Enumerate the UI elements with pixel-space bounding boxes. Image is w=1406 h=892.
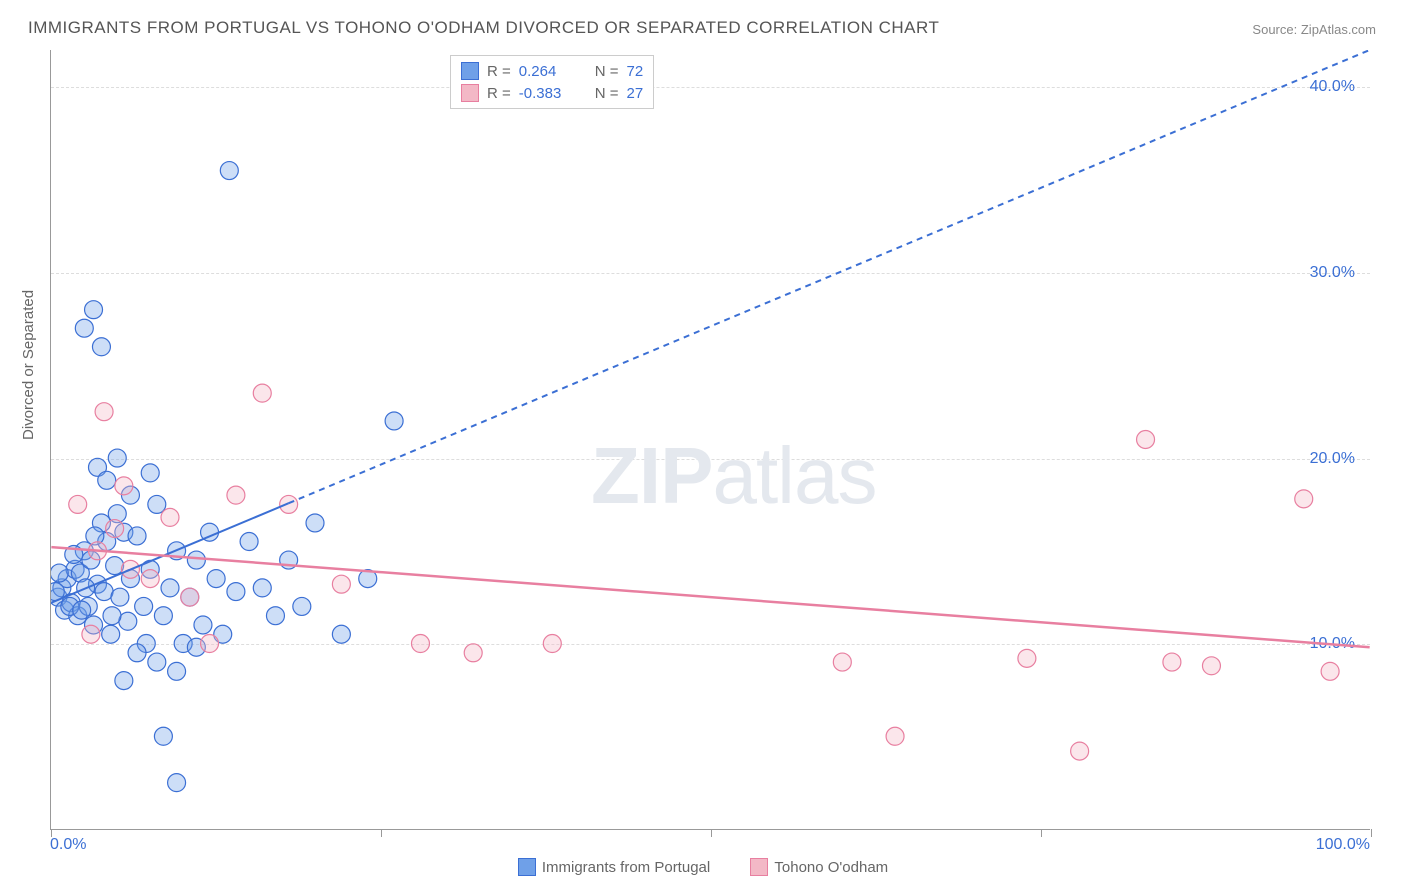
data-point bbox=[106, 520, 124, 538]
data-point bbox=[1018, 649, 1036, 667]
data-point bbox=[464, 644, 482, 662]
data-point bbox=[207, 570, 225, 588]
data-point bbox=[201, 635, 219, 653]
data-point bbox=[103, 607, 121, 625]
data-point bbox=[115, 672, 133, 690]
data-point bbox=[102, 625, 120, 643]
source-attribution: Source: ZipAtlas.com bbox=[1252, 22, 1376, 37]
data-point bbox=[1295, 490, 1313, 508]
data-point bbox=[187, 551, 205, 569]
source-label: Source: bbox=[1252, 22, 1297, 37]
data-point bbox=[95, 403, 113, 421]
chart-title: IMMIGRANTS FROM PORTUGAL VS TOHONO O'ODH… bbox=[28, 18, 939, 38]
data-point bbox=[886, 727, 904, 745]
x-tick bbox=[711, 829, 712, 837]
data-point bbox=[266, 607, 284, 625]
data-point bbox=[82, 625, 100, 643]
source-link[interactable]: ZipAtlas.com bbox=[1301, 22, 1376, 37]
legend-item-series-2: Tohono O'odham bbox=[750, 858, 888, 876]
data-point bbox=[220, 162, 238, 180]
data-point bbox=[51, 564, 68, 582]
data-point bbox=[280, 495, 298, 513]
data-point bbox=[73, 601, 91, 619]
data-point bbox=[833, 653, 851, 671]
data-point bbox=[168, 662, 186, 680]
data-point bbox=[141, 464, 159, 482]
trend-line-dashed bbox=[289, 50, 1370, 503]
x-tick-min: 0.0% bbox=[50, 836, 86, 854]
data-point bbox=[106, 557, 124, 575]
y-axis-title: Divorced or Separated bbox=[20, 290, 37, 440]
data-point bbox=[332, 575, 350, 593]
data-point bbox=[92, 338, 110, 356]
data-point bbox=[253, 384, 271, 402]
legend-item-series-1: Immigrants from Portugal bbox=[518, 858, 710, 876]
data-point bbox=[148, 495, 166, 513]
series-2-name: Tohono O'odham bbox=[774, 859, 888, 876]
data-point bbox=[181, 588, 199, 606]
data-point bbox=[332, 625, 350, 643]
data-point bbox=[168, 774, 186, 792]
trend-line-solid bbox=[51, 547, 1369, 647]
x-tick bbox=[1041, 829, 1042, 837]
data-point bbox=[194, 616, 212, 634]
chart-plot-area: ZIPatlas 10.0%20.0%30.0%40.0% bbox=[50, 50, 1370, 830]
data-point bbox=[161, 579, 179, 597]
data-point bbox=[306, 514, 324, 532]
data-point bbox=[1202, 657, 1220, 675]
x-tick bbox=[381, 829, 382, 837]
data-point bbox=[253, 579, 271, 597]
data-point bbox=[154, 607, 172, 625]
x-tick bbox=[1371, 829, 1372, 837]
data-point bbox=[543, 635, 561, 653]
data-point bbox=[69, 495, 87, 513]
x-tick-max: 100.0% bbox=[1316, 836, 1370, 854]
swatch-series-1-bottom bbox=[518, 858, 536, 876]
data-point bbox=[1163, 653, 1181, 671]
data-point bbox=[240, 533, 258, 551]
scatter-plot-svg bbox=[51, 50, 1370, 829]
data-point bbox=[1321, 662, 1339, 680]
data-point bbox=[85, 301, 103, 319]
data-point bbox=[1137, 431, 1155, 449]
data-point bbox=[227, 583, 245, 601]
data-point bbox=[227, 486, 245, 504]
data-point bbox=[148, 653, 166, 671]
data-point bbox=[111, 588, 129, 606]
data-point bbox=[1071, 742, 1089, 760]
data-point bbox=[75, 319, 93, 337]
data-point bbox=[98, 471, 116, 489]
data-point bbox=[385, 412, 403, 430]
data-point bbox=[135, 597, 153, 615]
series-1-name: Immigrants from Portugal bbox=[542, 859, 710, 876]
data-point bbox=[128, 644, 146, 662]
series-legend: Immigrants from Portugal Tohono O'odham bbox=[0, 858, 1406, 880]
swatch-series-2-bottom bbox=[750, 858, 768, 876]
data-point bbox=[141, 570, 159, 588]
data-point bbox=[293, 597, 311, 615]
data-point bbox=[161, 508, 179, 526]
data-point bbox=[108, 449, 126, 467]
data-point bbox=[411, 635, 429, 653]
data-point bbox=[128, 527, 146, 545]
data-point bbox=[115, 477, 133, 495]
data-point bbox=[154, 727, 172, 745]
